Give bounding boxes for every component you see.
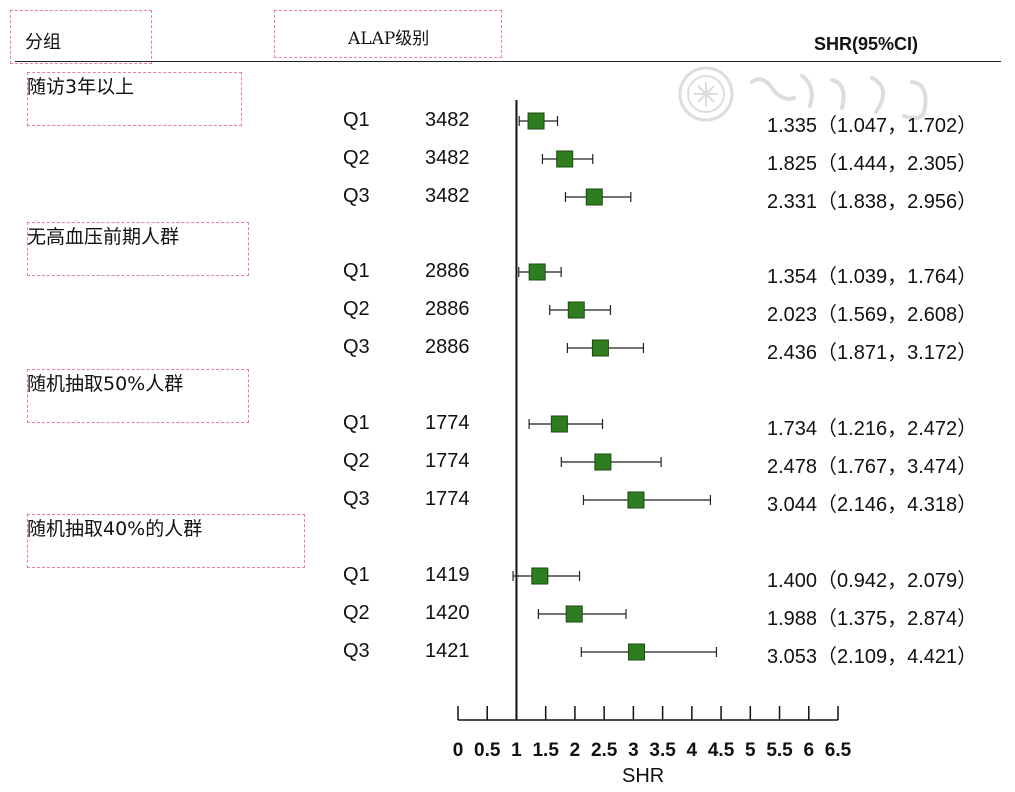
point-estimate-marker bbox=[594, 453, 612, 471]
count-label: 3482 bbox=[425, 147, 470, 169]
x-axis-title: SHR bbox=[622, 765, 665, 787]
shr-ci-label: 3.053（2.109，4.421） bbox=[767, 646, 978, 668]
count-label: 2886 bbox=[425, 260, 470, 282]
level-label: Q2 bbox=[343, 147, 370, 169]
x-tick-label: 2 bbox=[570, 740, 581, 761]
group-label: 随访3年以上 bbox=[27, 76, 135, 98]
x-tick-label: 1 bbox=[511, 740, 522, 761]
level-col-box bbox=[274, 10, 502, 58]
x-tick-label: 3 bbox=[628, 740, 639, 761]
count-label: 2886 bbox=[425, 336, 470, 358]
shr-ci-label: 1.734（1.216，2.472） bbox=[767, 418, 978, 440]
group-label-box bbox=[27, 514, 305, 568]
count-label: 3482 bbox=[425, 185, 470, 207]
x-tick-label: 6.5 bbox=[825, 740, 852, 761]
level-label: Q3 bbox=[343, 640, 370, 662]
shr-ci-label: 1.825（1.444，2.305） bbox=[767, 153, 978, 175]
point-estimate-marker bbox=[531, 567, 549, 585]
x-tick-label: 2.5 bbox=[591, 740, 618, 761]
shr-ci-label: 2.331（1.838，2.956） bbox=[767, 191, 978, 213]
point-estimate-marker bbox=[627, 491, 645, 509]
x-tick-label: 0.5 bbox=[474, 740, 501, 761]
group-label-box bbox=[27, 72, 242, 126]
count-label: 1774 bbox=[425, 488, 470, 510]
count-label: 1774 bbox=[425, 412, 470, 434]
shr-ci-label: 2.023（1.569，2.608） bbox=[767, 304, 978, 326]
group-label-box bbox=[27, 369, 249, 423]
group-label: 随机抽取40%的人群 bbox=[27, 518, 203, 540]
level-label: Q1 bbox=[343, 412, 370, 434]
count-label: 1774 bbox=[425, 450, 470, 472]
point-estimate-marker bbox=[528, 263, 546, 281]
level-label: Q3 bbox=[343, 488, 370, 510]
group-label-box bbox=[27, 222, 249, 276]
level-label: Q3 bbox=[343, 185, 370, 207]
header-rule bbox=[15, 61, 1001, 62]
watermark-logo bbox=[678, 66, 928, 122]
shr-ci-label: 1.400（0.942，2.079） bbox=[767, 570, 978, 592]
level-label: Q2 bbox=[343, 602, 370, 624]
x-tick-label: 4 bbox=[687, 740, 698, 761]
count-label: 1421 bbox=[425, 640, 470, 662]
group-label: 无高血压前期人群 bbox=[27, 226, 180, 248]
group-column-header: 分组 bbox=[25, 32, 61, 52]
shr-ci-label: 1.354（1.039，1.764） bbox=[767, 266, 978, 288]
x-tick-label: 0 bbox=[453, 740, 464, 761]
count-label: 1419 bbox=[425, 564, 470, 586]
count-label: 3482 bbox=[425, 109, 470, 131]
x-tick-label: 1.5 bbox=[532, 740, 559, 761]
group-col-box bbox=[10, 10, 152, 64]
x-tick-label: 6 bbox=[803, 740, 814, 761]
level-label: Q3 bbox=[343, 336, 370, 358]
group-label: 随机抽取50%人群 bbox=[27, 373, 184, 395]
shr-column-header: SHR(95%CI) bbox=[814, 34, 919, 54]
point-estimate-marker bbox=[527, 112, 545, 130]
point-estimate-marker bbox=[585, 188, 603, 206]
point-estimate-marker bbox=[556, 150, 574, 168]
level-column-header: ALAP级别 bbox=[348, 29, 430, 49]
point-estimate-marker bbox=[565, 605, 583, 623]
point-estimate-marker bbox=[550, 415, 568, 433]
x-tick-label: 4.5 bbox=[708, 740, 735, 761]
x-tick-label: 5 bbox=[745, 740, 756, 761]
shr-ci-label: 2.478（1.767，3.474） bbox=[767, 456, 978, 478]
count-label: 2886 bbox=[425, 298, 470, 320]
level-label: Q1 bbox=[343, 109, 370, 131]
level-label: Q2 bbox=[343, 298, 370, 320]
x-tick-label: 3.5 bbox=[649, 740, 676, 761]
x-tick-label: 5.5 bbox=[766, 740, 793, 761]
shr-ci-label: 1.988（1.375，2.874） bbox=[767, 608, 978, 630]
shr-ci-label: 1.335（1.047，1.702） bbox=[767, 115, 978, 137]
level-label: Q2 bbox=[343, 450, 370, 472]
count-label: 1420 bbox=[425, 602, 470, 624]
level-label: Q1 bbox=[343, 260, 370, 282]
point-estimate-marker bbox=[627, 643, 645, 661]
table-header: 分组 ALAP级别 SHR(95%CI) bbox=[0, 0, 1015, 64]
level-label: Q1 bbox=[343, 564, 370, 586]
point-estimate-marker bbox=[567, 301, 585, 319]
shr-ci-label: 3.044（2.146，4.318） bbox=[767, 494, 978, 516]
shr-ci-label: 2.436（1.871，3.172） bbox=[767, 342, 978, 364]
point-estimate-marker bbox=[591, 339, 609, 357]
